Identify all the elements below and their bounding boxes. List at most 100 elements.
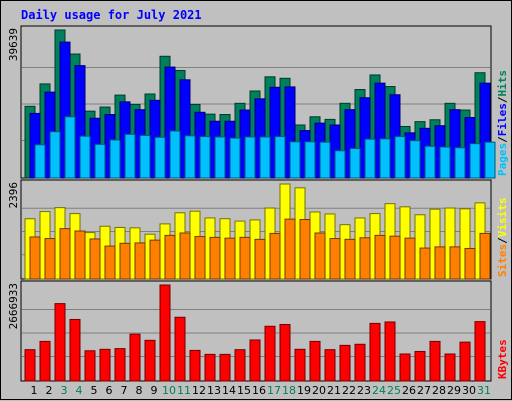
bar-kbytes-day-22 xyxy=(339,344,351,382)
bar-pages-day-19 xyxy=(304,141,316,179)
bar-pages-day-30 xyxy=(469,143,481,179)
bar-kbytes-day-30 xyxy=(459,341,471,382)
x-tick-label-day-19: 19 xyxy=(297,384,311,397)
bar-pages-day-6 xyxy=(109,139,121,179)
bar-sites-day-2 xyxy=(44,238,56,280)
bar-sites-day-18 xyxy=(284,218,296,280)
bar-kbytes-day-11 xyxy=(174,316,186,382)
bar-sites-day-8 xyxy=(134,242,146,280)
bar-sites-day-13 xyxy=(209,236,221,280)
bar-kbytes-day-28 xyxy=(429,340,441,382)
bar-kbytes-day-19 xyxy=(294,348,306,382)
bar-kbytes-day-1 xyxy=(24,349,36,382)
x-tick-label-day-26: 26 xyxy=(402,384,416,397)
bar-sites-day-15 xyxy=(239,236,251,280)
bar-pages-day-3 xyxy=(64,116,76,179)
bar-sites-day-20 xyxy=(314,232,326,280)
bar-sites-day-14 xyxy=(224,237,236,280)
bar-sites-day-7 xyxy=(119,242,131,280)
bar-sites-day-21 xyxy=(329,238,341,280)
bar-pages-day-28 xyxy=(439,146,451,179)
chart-title: Daily usage for July 2021 xyxy=(21,8,202,22)
legend-entry: Hits xyxy=(496,70,509,97)
bar-sites-day-26 xyxy=(404,237,416,280)
x-tick-label-day-4: 4 xyxy=(76,384,83,397)
bar-sites-day-29 xyxy=(449,246,461,280)
x-tick-label-day-25: 25 xyxy=(387,384,401,397)
bar-kbytes-day-31 xyxy=(474,321,486,382)
bar-sites-day-16 xyxy=(254,238,266,280)
bar-sites-day-27 xyxy=(419,247,431,280)
bar-sites-day-9 xyxy=(149,239,161,280)
bar-kbytes-day-20 xyxy=(309,340,321,382)
bar-kbytes-day-24 xyxy=(369,322,381,382)
panel-hits-files-pages-max-label: 39639 xyxy=(7,28,20,61)
x-tick-label-day-27: 27 xyxy=(417,384,431,397)
bar-kbytes-day-12 xyxy=(189,349,201,382)
x-tick-label-day-29: 29 xyxy=(447,384,461,397)
x-tick-label-day-14: 14 xyxy=(222,384,236,397)
bar-sites-day-30 xyxy=(464,247,476,280)
bar-sites-day-31 xyxy=(479,232,491,280)
bar-pages-day-9 xyxy=(154,136,166,179)
x-tick-label-day-17: 17 xyxy=(267,384,281,397)
legend-entry: / xyxy=(496,237,509,244)
x-tick-label-day-28: 28 xyxy=(432,384,446,397)
bar-pages-day-12 xyxy=(199,136,211,179)
legend-entry: KBytes xyxy=(496,339,509,379)
x-tick-label-day-31: 31 xyxy=(477,384,491,397)
x-tick-label-day-13: 13 xyxy=(207,384,221,397)
bar-sites-day-11 xyxy=(179,232,191,280)
bar-sites-day-28 xyxy=(434,246,446,280)
legend-entry: Files xyxy=(496,103,509,136)
bar-pages-day-26 xyxy=(409,140,421,179)
bar-pages-day-1 xyxy=(34,144,46,179)
bar-sites-day-23 xyxy=(359,237,371,280)
bar-sites-day-3 xyxy=(59,228,71,280)
panel-kbytes-legend: KBytes xyxy=(496,339,509,379)
bar-pages-day-22 xyxy=(349,148,361,179)
bar-pages-day-10 xyxy=(169,130,181,179)
bar-sites-day-12 xyxy=(194,236,206,280)
bar-kbytes-day-13 xyxy=(204,353,216,382)
panel-visits-sites-legend: Sites/Visits xyxy=(496,198,509,278)
bar-pages-day-24 xyxy=(379,138,391,179)
legend-entry: / xyxy=(496,96,509,103)
bar-sites-day-24 xyxy=(374,234,386,280)
bar-kbytes-day-18 xyxy=(279,323,291,382)
x-tick-label-day-7: 7 xyxy=(121,384,128,397)
x-tick-label-day-11: 11 xyxy=(177,384,191,397)
bar-kbytes-day-7 xyxy=(114,348,126,382)
x-tick-label-day-10: 10 xyxy=(162,384,176,397)
panel-hits-files-pages-legend: Pages/Files/Hits xyxy=(496,70,509,176)
bar-pages-day-11 xyxy=(184,135,196,179)
bar-sites-day-19 xyxy=(299,219,311,280)
bar-kbytes-day-29 xyxy=(444,353,456,382)
x-tick-label-day-9: 9 xyxy=(151,384,158,397)
bar-pages-day-21 xyxy=(334,150,346,179)
bar-pages-day-29 xyxy=(454,147,466,179)
bar-kbytes-day-26 xyxy=(399,353,411,382)
bar-pages-day-8 xyxy=(139,134,151,179)
x-tick-label-day-30: 30 xyxy=(462,384,476,397)
x-tick-label-day-23: 23 xyxy=(357,384,371,397)
bar-sites-day-5 xyxy=(89,238,101,280)
x-tick-label-day-3: 3 xyxy=(61,384,68,397)
legend-entry: Visits xyxy=(496,198,509,238)
bar-kbytes-day-23 xyxy=(354,343,366,382)
bar-sites-day-1 xyxy=(29,236,41,280)
bar-kbytes-day-3 xyxy=(54,303,66,382)
x-tick-label-day-15: 15 xyxy=(237,384,251,397)
x-tick-label-day-18: 18 xyxy=(282,384,296,397)
bar-pages-day-18 xyxy=(289,141,301,179)
x-tick-label-day-8: 8 xyxy=(136,384,143,397)
legend-entry: / xyxy=(496,136,509,143)
x-tick-label-day-2: 2 xyxy=(46,384,53,397)
x-tick-label-day-16: 16 xyxy=(252,384,266,397)
x-tick-label-day-24: 24 xyxy=(372,384,386,397)
bar-kbytes-day-15 xyxy=(234,349,246,382)
bar-kbytes-day-10 xyxy=(159,284,171,382)
x-tick-label-day-20: 20 xyxy=(312,384,326,397)
